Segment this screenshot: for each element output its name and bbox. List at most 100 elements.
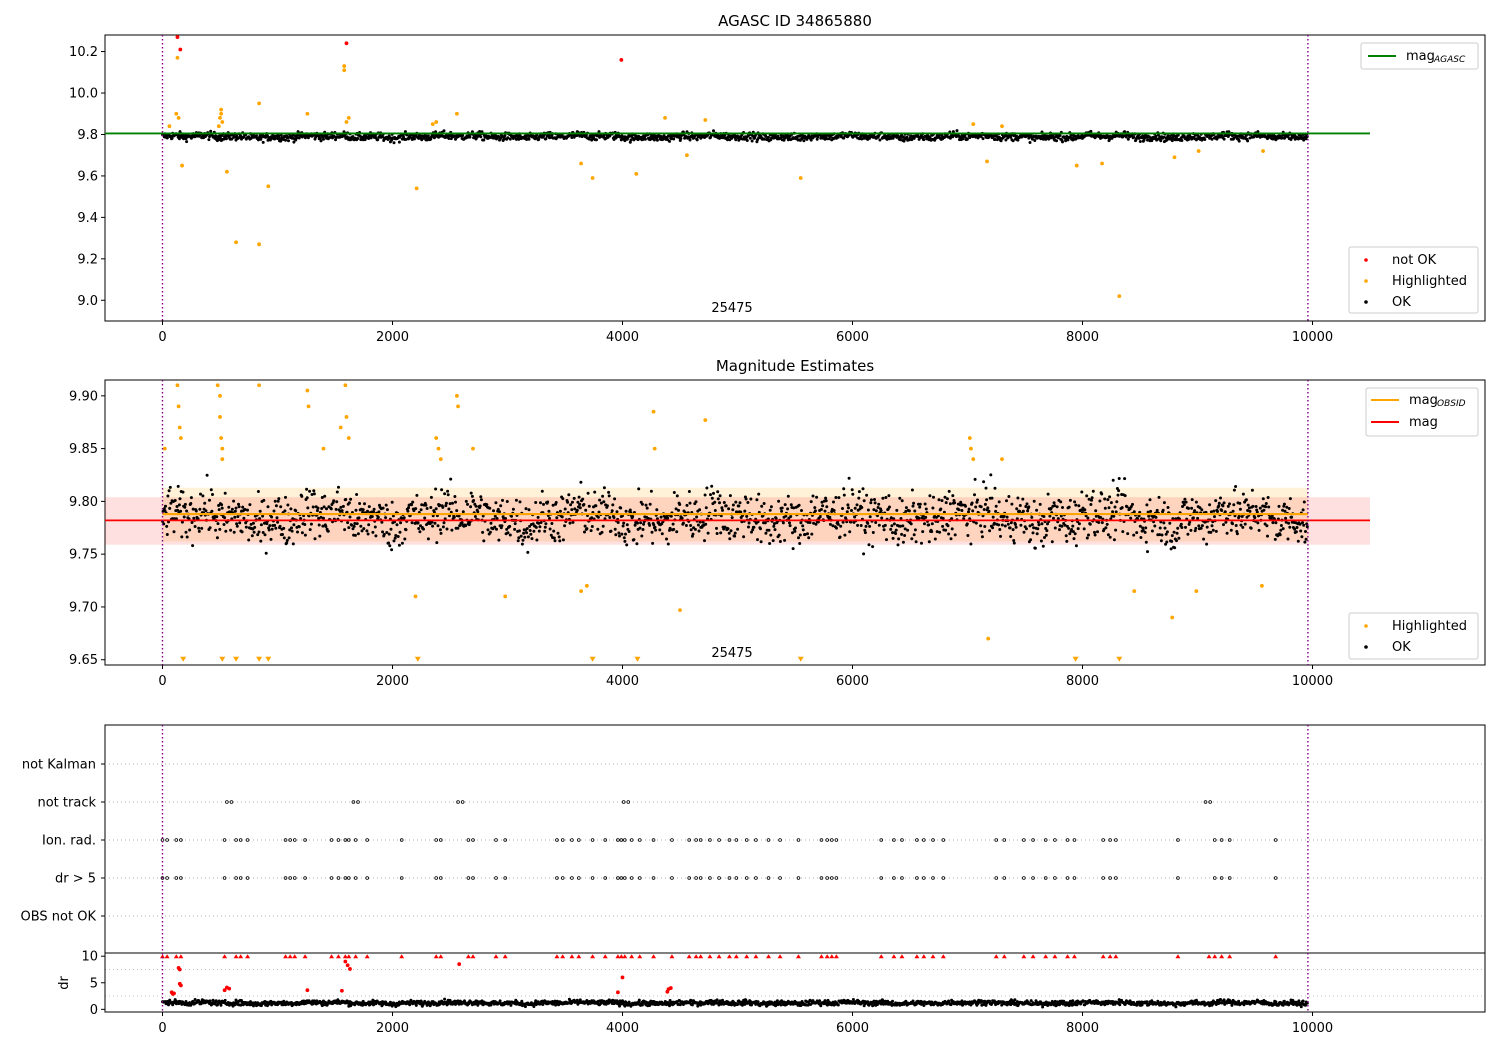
ok-point xyxy=(227,505,231,509)
ok-point xyxy=(476,510,480,514)
ok-point xyxy=(214,528,218,532)
ok-point xyxy=(495,527,498,531)
ok-point xyxy=(222,523,226,526)
ok-point xyxy=(266,138,270,142)
ok-point xyxy=(905,135,909,139)
highlighted-point xyxy=(216,124,221,129)
ok-point xyxy=(453,495,457,498)
ok-point xyxy=(863,531,867,535)
ok-point xyxy=(776,134,780,138)
ok-point xyxy=(609,529,613,533)
ok-point xyxy=(543,529,547,533)
ok-point xyxy=(553,539,557,543)
ok-point xyxy=(563,507,567,511)
ok-point xyxy=(1295,526,1299,529)
legend-highlighted-marker xyxy=(1364,279,1368,283)
highlighted-point xyxy=(413,594,418,599)
ok-point xyxy=(671,522,675,526)
ok-point xyxy=(891,136,895,140)
ok-point xyxy=(341,504,345,508)
ok-point xyxy=(888,505,891,509)
ok-point xyxy=(712,129,715,133)
ok-point xyxy=(353,533,357,537)
highlighted-point xyxy=(234,240,239,245)
ok-point xyxy=(1184,525,1187,529)
ok-point xyxy=(789,503,793,507)
ok-point xyxy=(287,139,290,143)
highlighted-point xyxy=(257,242,261,247)
ok-point xyxy=(979,505,983,509)
ok-point xyxy=(424,503,428,507)
x-tick-label: 2000 xyxy=(376,1021,409,1036)
ok-point xyxy=(608,516,612,519)
ok-point xyxy=(489,1003,493,1007)
ok-point xyxy=(470,130,474,134)
ok-point xyxy=(633,523,637,527)
ok-point xyxy=(273,499,277,503)
y-tick-label: 9.6 xyxy=(77,169,98,184)
ok-point xyxy=(1160,533,1164,537)
ok-point xyxy=(300,531,304,535)
ok-point xyxy=(1030,137,1034,141)
ok-point xyxy=(901,524,905,528)
ok-point xyxy=(1003,524,1007,528)
ok-point xyxy=(179,509,183,513)
ok-point xyxy=(791,547,795,551)
legend-ok-label: OK xyxy=(1392,295,1411,310)
ok-point xyxy=(367,505,371,509)
ok-point xyxy=(236,515,240,519)
ok-point xyxy=(965,137,969,141)
ok-point xyxy=(798,533,802,537)
ok-point xyxy=(933,537,937,541)
ok-point xyxy=(183,505,187,509)
ok-point xyxy=(419,508,423,512)
highlighted-point xyxy=(257,101,261,106)
ok-point xyxy=(308,489,312,493)
x-tick-label: 6000 xyxy=(836,1021,869,1036)
ok-point xyxy=(586,491,590,495)
ok-point xyxy=(718,501,721,505)
ok-point xyxy=(172,530,176,534)
ok-point xyxy=(689,524,693,527)
ok-point xyxy=(971,509,975,513)
highlighted-point xyxy=(430,122,435,127)
ok-point xyxy=(636,521,639,525)
ok-point xyxy=(615,510,619,514)
highlighted-point xyxy=(1000,457,1004,462)
ok-point xyxy=(503,134,507,138)
ok-point xyxy=(832,509,836,512)
ok-point xyxy=(583,524,587,528)
ok-point xyxy=(993,138,997,141)
highlighted-point xyxy=(456,404,460,409)
highlighted-point xyxy=(971,457,976,462)
panel-1-line-legend: mag AGASC xyxy=(1360,42,1479,70)
ok-point xyxy=(539,501,542,505)
ok-point xyxy=(1149,509,1153,513)
ok-point xyxy=(403,537,407,541)
ok-point xyxy=(1097,521,1101,524)
ok-point xyxy=(547,509,551,513)
ok-point xyxy=(1071,524,1075,528)
ok-point xyxy=(1090,496,1094,500)
ok-point xyxy=(1186,532,1190,536)
ok-point xyxy=(523,1005,527,1009)
ok-point xyxy=(335,490,339,494)
ok-point xyxy=(1115,500,1119,504)
ok-point xyxy=(1010,502,1014,506)
ok-point xyxy=(1219,496,1222,500)
x-tick-label: 8000 xyxy=(1066,1021,1099,1036)
ok-point xyxy=(623,539,627,543)
ok-point xyxy=(777,533,781,537)
ok-point xyxy=(292,523,296,527)
ok-point xyxy=(1148,498,1152,502)
ok-point xyxy=(896,543,900,547)
ok-point xyxy=(532,1005,536,1008)
x-tick-label: 10000 xyxy=(1292,674,1333,689)
ok-point xyxy=(868,515,872,519)
ok-point xyxy=(729,529,733,533)
ok-point xyxy=(994,509,998,513)
ok-point xyxy=(257,530,261,534)
ok-point xyxy=(734,138,738,142)
ok-point xyxy=(747,525,750,529)
ok-point xyxy=(259,135,263,139)
